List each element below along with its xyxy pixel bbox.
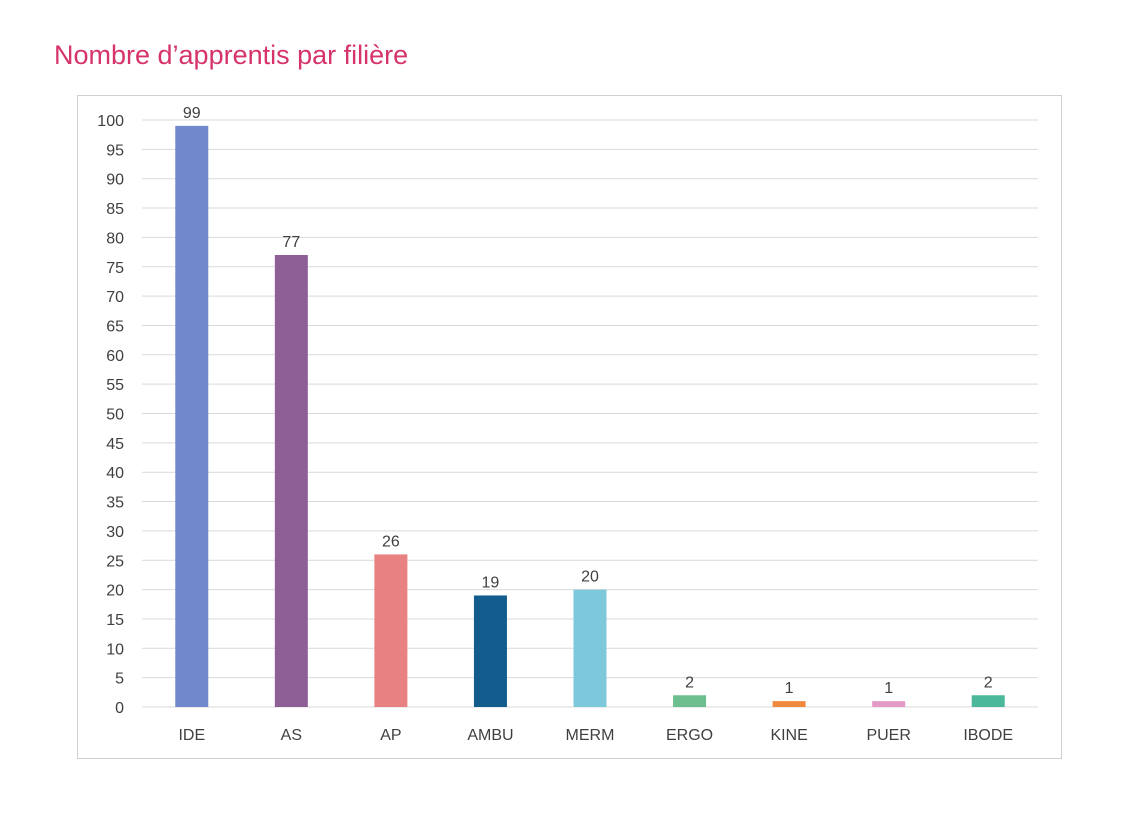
- x-tick-label-ambu: AMBU: [467, 727, 513, 744]
- x-tick-label-as: AS: [281, 727, 302, 744]
- bar-merm: [573, 589, 607, 707]
- x-tick-label-ibode: IBODE: [963, 727, 1013, 744]
- data-label-ap: 26: [382, 533, 400, 550]
- bar-ide: [175, 125, 209, 708]
- y-axis-ticks: 0 5 10 15 20 25 30 35 40 45 50 55 60 65 70 75 80 85 90 95 10…: [97, 113, 124, 717]
- bar-ibode: [971, 695, 1005, 707]
- y-tick-label: 10: [106, 641, 124, 658]
- y-tick-label: 70: [106, 289, 124, 306]
- y-tick-label: 5: [115, 671, 124, 688]
- y-tick-label: 60: [106, 348, 124, 365]
- data-label-as: 77: [282, 234, 300, 251]
- bars: [175, 125, 1005, 708]
- data-label-ide: 99: [183, 105, 201, 122]
- y-tick-label: 0: [115, 700, 124, 717]
- data-label-puer: 1: [884, 680, 893, 697]
- y-tick-label: 75: [106, 260, 124, 277]
- y-tick-label: 85: [106, 201, 124, 218]
- y-tick-label: 35: [106, 495, 124, 512]
- y-tick-label: 80: [106, 230, 124, 247]
- data-label-merm: 20: [581, 569, 599, 586]
- x-tick-label-merm: MERM: [566, 727, 615, 744]
- y-tick-label: 90: [106, 172, 124, 189]
- y-tick-label: 45: [106, 436, 124, 453]
- data-label-ambu: 19: [482, 574, 500, 591]
- y-tick-label: 65: [106, 318, 124, 335]
- bar-ap: [374, 554, 408, 707]
- y-tick-label: 50: [106, 407, 124, 424]
- x-axis-ticks: IDE AS AP AMBU MERM ERGO KINE PUER IBODE: [178, 727, 1013, 744]
- y-tick-label: 100: [97, 113, 124, 130]
- chart-frame: [77, 95, 1062, 759]
- data-label-ibode: 2: [984, 674, 993, 691]
- y-tick-label: 20: [106, 583, 124, 600]
- y-tick-label: 25: [106, 553, 124, 570]
- bar-as: [274, 255, 308, 707]
- x-tick-label-puer: PUER: [866, 727, 910, 744]
- bar-ambu: [473, 595, 507, 707]
- bar-kine: [772, 701, 806, 707]
- x-tick-label-ide: IDE: [178, 727, 205, 744]
- y-tick-label: 55: [106, 377, 124, 394]
- x-tick-label-ap: AP: [380, 727, 401, 744]
- y-tick-label: 40: [106, 465, 124, 482]
- y-tick-label: 95: [106, 142, 124, 159]
- chart-title: Nombre d’apprentis par filière: [54, 40, 409, 70]
- y-tick-label: 15: [106, 612, 124, 629]
- x-tick-label-ergo: ERGO: [666, 727, 713, 744]
- bar-puer: [872, 701, 906, 707]
- y-tick-label: 30: [106, 524, 124, 541]
- data-label-ergo: 2: [685, 674, 694, 691]
- data-label-kine: 1: [785, 680, 794, 697]
- x-tick-label-kine: KINE: [770, 727, 807, 744]
- bar-ergo: [673, 695, 707, 707]
